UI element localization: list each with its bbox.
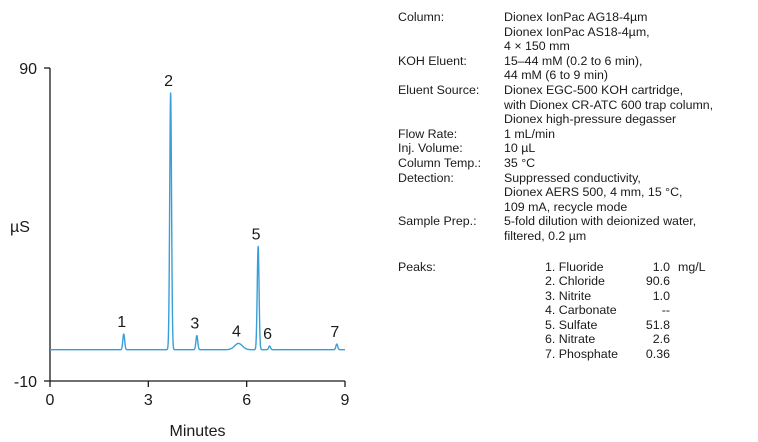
condition-label: Inj. Volume:	[398, 141, 463, 156]
condition-label: KOH Eluent:	[398, 53, 467, 68]
condition-values: 35 °C	[504, 156, 750, 171]
condition-values: Suppressed conductivity, Dionex AERS 500,…	[504, 171, 750, 215]
peak-2-label: 2	[164, 73, 173, 90]
peak-unit: mg/L	[678, 259, 706, 274]
condition-row: KOH Eluent: 15–44 mM (0.2 to 6 min), 44 mM…	[398, 54, 750, 83]
y-axis-label: µS	[10, 219, 30, 236]
peak-amount: --	[661, 303, 670, 318]
condition-value-line: filtered, 0.2 µm	[504, 228, 587, 243]
peak-amount: 51.8	[645, 317, 670, 332]
conditions-list: Column: Dionex IonPac AG18-4µm Dionex IonP…	[398, 10, 750, 244]
trace-layer	[49, 92, 346, 351]
condition-value-line: 44 mM (6 to 9 min)	[504, 68, 608, 83]
condition-label: Sample Prep.:	[398, 214, 477, 229]
x-tick-label: 3	[144, 392, 153, 409]
conditions-panel: Column: Dionex IonPac AG18-4µm Dionex IonP…	[398, 10, 750, 362]
y-tick-label: 90	[19, 61, 37, 78]
condition-values: 1 mL/min	[504, 127, 750, 142]
condition-values: 15–44 mM (0.2 to 6 min), 44 mM (6 to 9 mi…	[504, 54, 750, 83]
condition-values: 10 µL	[504, 141, 750, 156]
peak-5-label: 5	[252, 226, 261, 243]
peak-amount: 90.6	[645, 274, 670, 289]
x-tick-label: 6	[242, 392, 251, 409]
condition-value-line: Dionex AERS 500, 4 mm, 15 °C,	[504, 185, 683, 200]
condition-value-line: with Dionex CR-ATC 600 trap column,	[504, 97, 714, 112]
condition-row: Flow Rate: 1 mL/min	[398, 127, 750, 142]
peak-3-label: 3	[190, 316, 199, 333]
condition-value-line: 109 mA, recycle mode	[504, 199, 628, 214]
condition-value-line: 4 × 150 mm	[504, 39, 570, 54]
condition-value-line: Dionex high-pressure degasser	[504, 112, 677, 127]
peak-name: 5. Sulfate	[545, 317, 598, 332]
peak-name: 1. Fluoride	[545, 259, 604, 274]
x-axis-label: Minutes	[169, 423, 225, 440]
peak-amount: 1.0	[652, 259, 670, 274]
y-tick-label: -10	[14, 374, 37, 391]
condition-values: 5-fold dilution with deionized water, fil…	[504, 214, 750, 243]
condition-value-line: 10 µL	[504, 141, 536, 156]
peak-row: 7. Phosphate 0.36	[545, 347, 706, 362]
condition-value-line: 5-fold dilution with deionized water,	[504, 214, 697, 229]
peak-row: 2. Chloride 90.6	[545, 274, 706, 289]
peaks-list: 1. Fluoride 1.0 mg/L 2. Chloride 90.6 3. Nitr…	[545, 260, 706, 362]
peak-name: 7. Phosphate	[545, 347, 619, 362]
peak-labels: 1 2 3 4 5 6 7	[117, 73, 339, 343]
axes: 90 -10 0 3 6 9 µS Minutes	[10, 61, 349, 440]
peak-name: 6. Nitrate	[545, 332, 596, 347]
condition-label: Detection:	[398, 170, 454, 185]
signal-trace	[49, 92, 346, 351]
peak-amount: 2.6	[652, 332, 670, 347]
condition-row: Detection: Suppressed conductivity, Dionex…	[398, 171, 750, 215]
condition-label: Column Temp.:	[398, 155, 482, 170]
condition-values: Dionex EGC-500 KOH cartridge, with Dionex…	[504, 83, 750, 127]
condition-value-line: Dionex IonPac AG18-4µm	[504, 10, 648, 24]
condition-label: Flow Rate:	[398, 126, 458, 141]
condition-label: Eluent Source:	[398, 82, 480, 97]
peak-name: 2. Chloride	[545, 274, 605, 289]
peak-amount: 0.36	[645, 347, 670, 362]
condition-value-line: 35 °C	[504, 155, 536, 170]
x-tick-label: 0	[46, 392, 55, 409]
condition-value-line: 1 mL/min	[504, 126, 555, 141]
condition-values: Dionex IonPac AG18-4µm Dionex IonPac AS18…	[504, 10, 750, 54]
condition-row: Inj. Volume: 10 µL	[398, 141, 750, 156]
condition-row: Column Temp.: 35 °C	[398, 156, 750, 171]
peak-row: 3. Nitrite 1.0	[545, 289, 706, 304]
peaks-heading: Peaks:	[398, 259, 436, 274]
peak-amount: 1.0	[652, 288, 670, 303]
condition-label: Column:	[398, 10, 445, 24]
condition-value-line: 15–44 mM (0.2 to 6 min),	[504, 53, 643, 68]
peak-name: 3. Nitrite	[545, 288, 592, 303]
condition-row: Column: Dionex IonPac AG18-4µm Dionex IonP…	[398, 10, 750, 54]
condition-value-line: Suppressed conductivity,	[504, 170, 641, 185]
peaks-table: Peaks: 1. Fluoride 1.0 mg/L 2. Chloride 90.6…	[398, 260, 750, 362]
peak-row: 6. Nitrate 2.6	[545, 332, 706, 347]
peak-4-label: 4	[232, 323, 241, 340]
condition-value-line: Dionex IonPac AS18-4µm,	[504, 24, 650, 39]
condition-row: Eluent Source: Dionex EGC-500 KOH cartrid…	[398, 83, 750, 127]
peak-row: 4. Carbonate --	[545, 303, 706, 318]
peak-row: 1. Fluoride 1.0 mg/L	[545, 260, 706, 275]
peak-1-label: 1	[117, 314, 126, 331]
peak-row: 5. Sulfate 51.8	[545, 318, 706, 333]
condition-row: Sample Prep.: 5-fold dilution with deioni…	[398, 214, 750, 243]
peak-name: 4. Carbonate	[545, 303, 617, 318]
condition-value-line: Dionex EGC-500 KOH cartridge,	[504, 82, 684, 97]
x-tick-label: 9	[341, 392, 350, 409]
peak-7-label: 7	[330, 324, 339, 341]
peak-6-label: 6	[263, 326, 272, 343]
chromatogram-chart: 90 -10 0 3 6 9 µS Minutes 1 2 3 4 5 6 7	[10, 61, 349, 440]
